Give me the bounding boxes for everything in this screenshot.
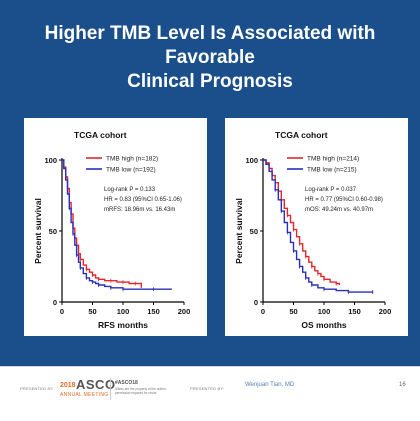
os-survival-chart: TCGA cohort 0 50 100 0 50 100 150 200 OS months Pe…: [225, 118, 408, 336]
hashtag: #ASCO18: [115, 380, 138, 386]
y-tick-label: 100: [245, 156, 258, 165]
page-number: 16: [399, 382, 406, 388]
stat-annotation: Log-rank P = 0.133: [104, 187, 156, 193]
title-line-1: Higher TMB Level Is Associated with Favo…: [44, 23, 376, 68]
y-tick-label: 50: [49, 227, 57, 236]
legend-label: TMB low (n=192): [106, 167, 156, 174]
y-tick-label: 0: [254, 298, 258, 307]
copyright-note: Slides are the property of the author, p…: [115, 387, 167, 395]
chart-title: TCGA cohort: [275, 130, 328, 140]
y-axis-label: Percent survival: [33, 198, 43, 264]
x-tick-label: 0: [60, 307, 64, 316]
rfs-chart-svg: TCGA cohort 0 50 100 0 50 100 150 200 RFS months P…: [33, 130, 191, 330]
chart-title: TCGA cohort: [74, 130, 127, 140]
x-tick-label: 50: [289, 307, 297, 316]
legend-label: TMB high (n=182): [106, 156, 158, 163]
footer-divider: [110, 378, 111, 400]
stat-annotation: HR = 0.83 (95%CI 0.65-1.06): [104, 197, 182, 203]
stat-annotation: mOS: 49.24m vs. 40.97m: [305, 207, 373, 213]
y-tick-label: 0: [53, 298, 57, 307]
presented-at-label: PRESENTED AT:: [20, 386, 54, 391]
stat-annotation: mRFS: 18.96m vs. 16.43m: [104, 207, 175, 213]
presented-by-label: PRESENTED BY:: [190, 386, 225, 391]
stat-annotation: HR = 0.77 (95%CI 0.60-0.98): [305, 197, 383, 203]
x-tick-label: 0: [261, 307, 265, 316]
annual-meeting-label: ANNUAL MEETING: [60, 392, 109, 398]
x-tick-label: 150: [147, 307, 160, 316]
x-tick-label: 200: [379, 307, 392, 316]
legend-label: TMB low (n=215): [307, 167, 357, 174]
x-tick-label: 200: [178, 307, 191, 316]
presenter-name: Wenjuan Tian, MD: [245, 382, 295, 388]
x-axis-label: OS months: [301, 320, 347, 330]
x-tick-label: 100: [117, 307, 130, 316]
x-tick-label: 100: [318, 307, 331, 316]
stat-annotation: Log-rank P = 0.037: [305, 187, 357, 193]
slide-title: Higher TMB Level Is Associated with Favo…: [10, 22, 410, 94]
legend-label: TMB high (n=214): [307, 156, 359, 163]
asco-logo-text: ASCO: [76, 377, 116, 392]
slide-body: Higher TMB Level Is Associated with Favo…: [0, 0, 420, 366]
rfs-survival-chart: TCGA cohort 0 50 100 0 50 100 150 200 RFS months P…: [24, 118, 207, 336]
y-tick-label: 100: [44, 156, 57, 165]
y-axis-label: Percent survival: [234, 198, 244, 264]
title-line-2: Clinical Prognosis: [127, 71, 293, 92]
os-chart-svg: TCGA cohort 0 50 100 0 50 100 150 200 OS months Pe…: [234, 130, 392, 330]
x-tick-label: 150: [348, 307, 361, 316]
x-axis-label: RFS months: [98, 320, 148, 330]
y-tick-label: 50: [250, 227, 258, 236]
series-line-tmb-low: [62, 159, 172, 290]
meeting-year: 2018: [60, 382, 76, 389]
series-line-tmb-high: [62, 159, 142, 288]
footer: PRESENTED AT: 2018 ASCO ANNUAL MEETING #…: [0, 366, 420, 421]
x-tick-label: 50: [88, 307, 96, 316]
